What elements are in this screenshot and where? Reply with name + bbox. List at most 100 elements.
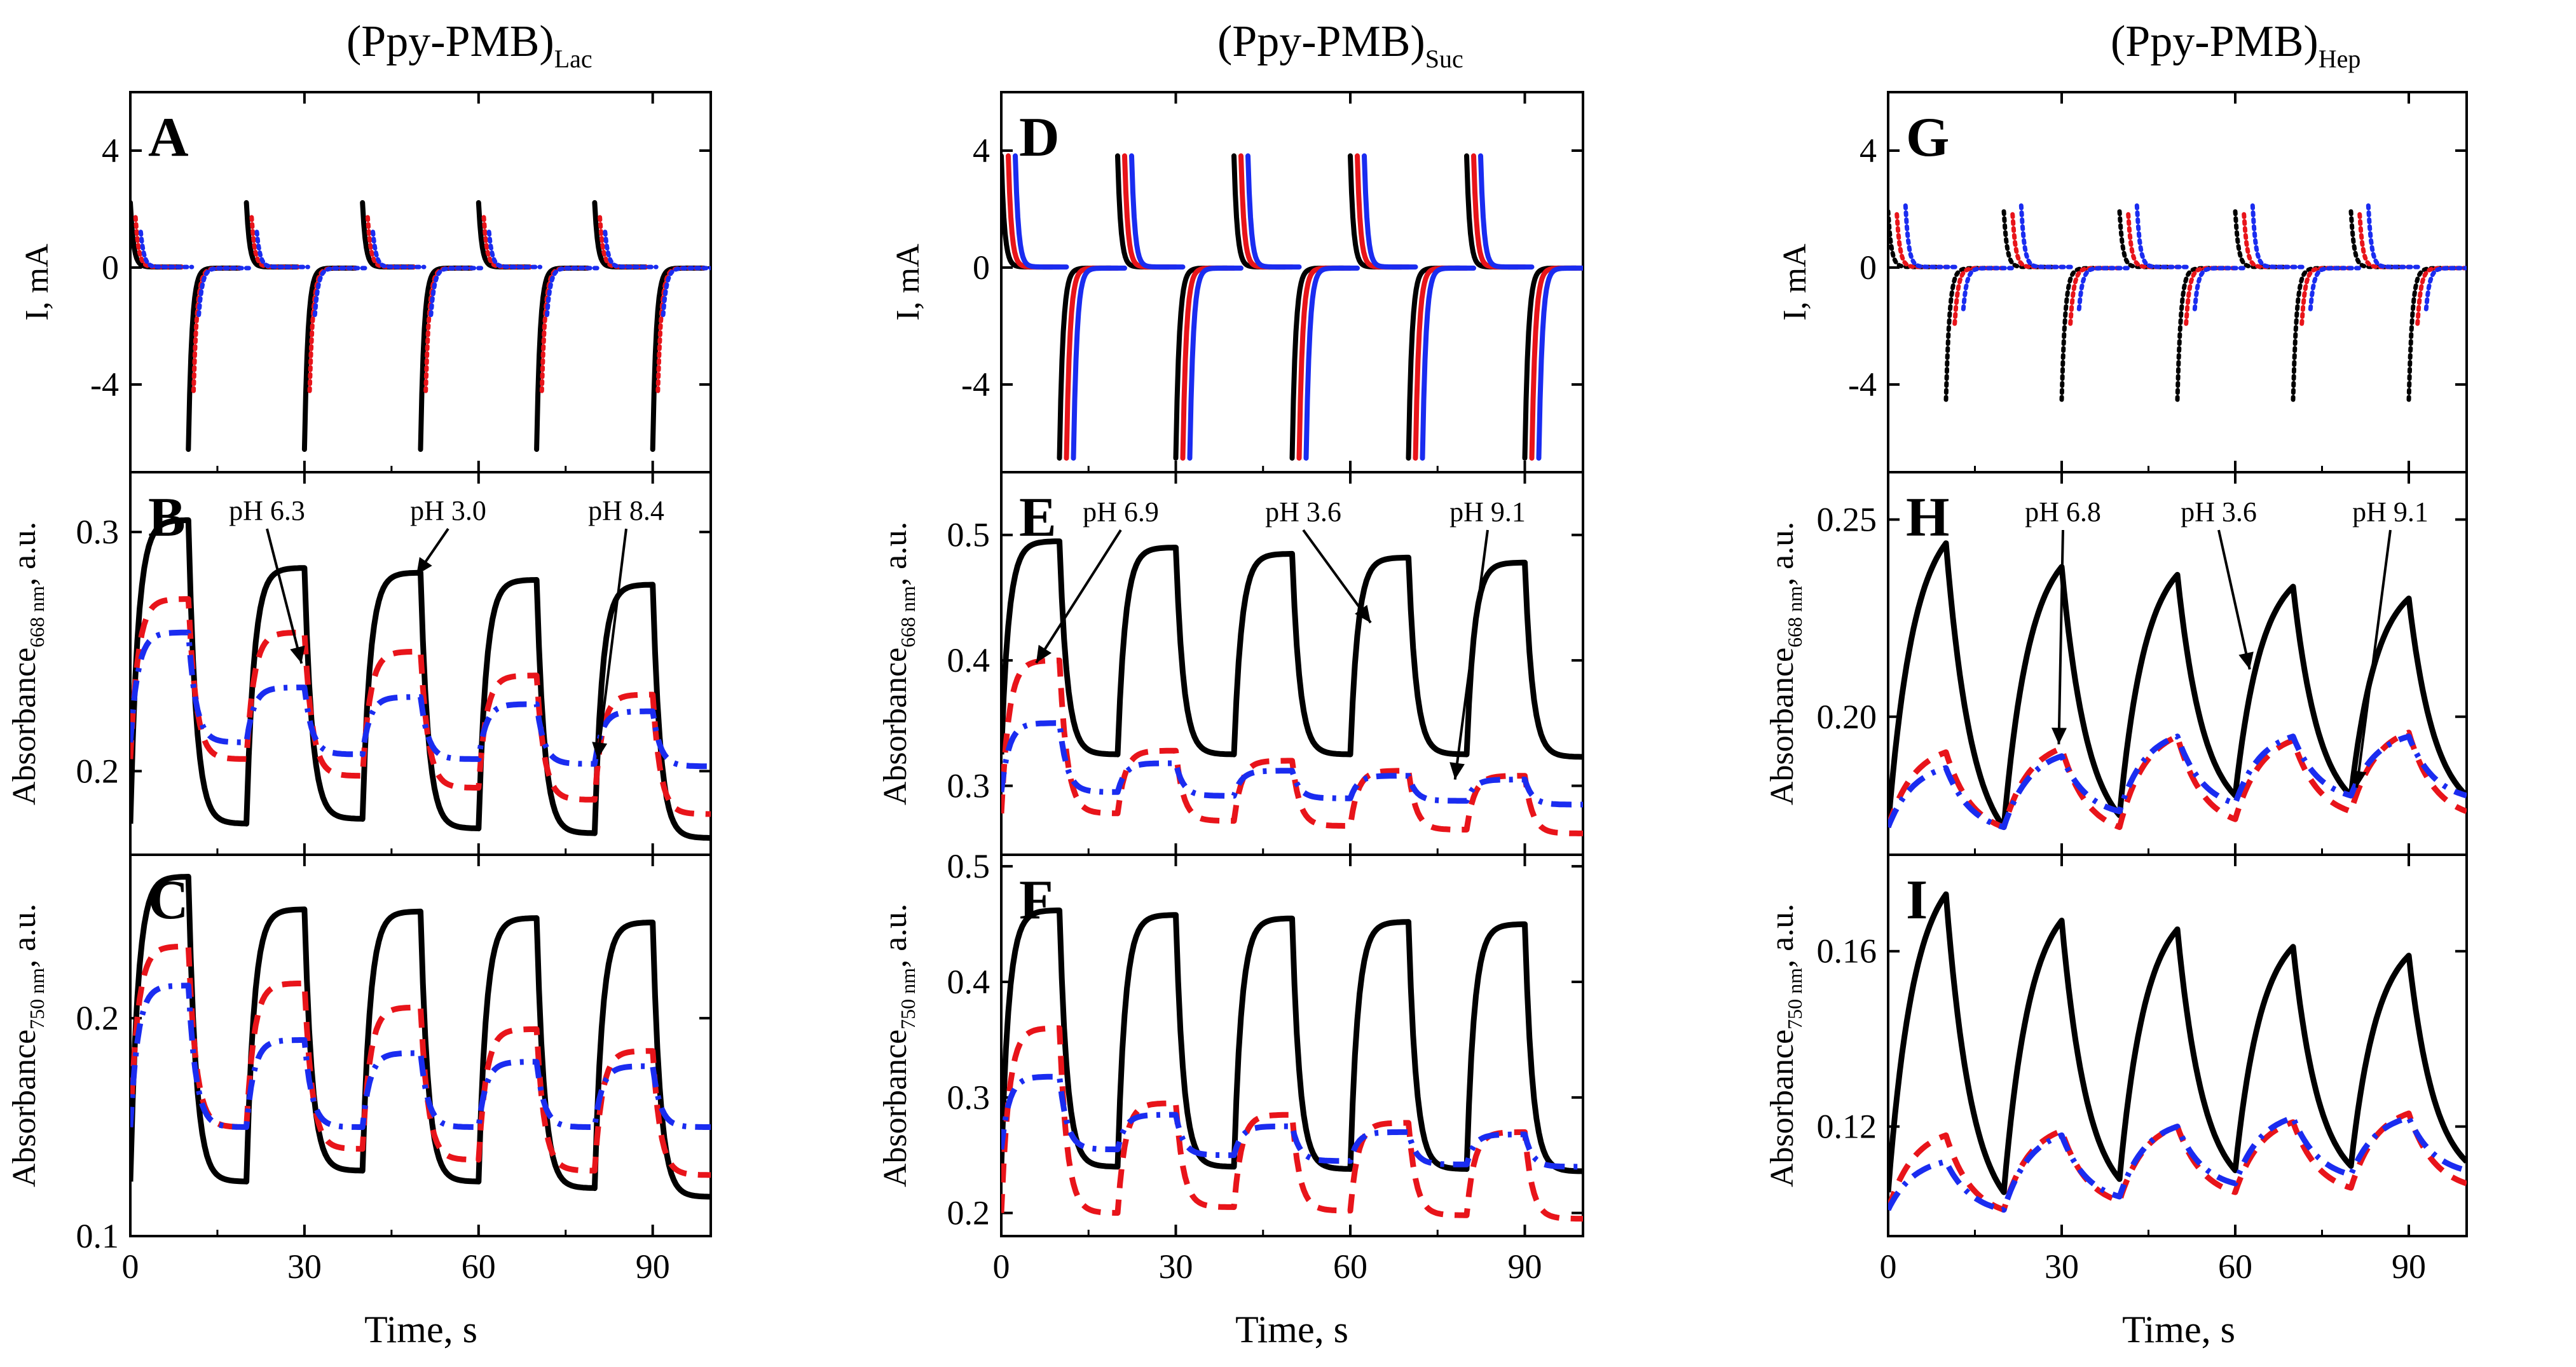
y-axis-label: Absorbance668 nm, a.u.	[1764, 522, 1806, 805]
annotation-arrow	[596, 528, 627, 759]
series-black	[130, 517, 711, 841]
series-blue-segment	[2250, 203, 2306, 269]
annotation-arrowhead	[290, 645, 305, 663]
series-blue-segment	[312, 266, 369, 317]
series-black-segment	[2175, 266, 2231, 402]
y-tick-label: 4	[973, 132, 990, 170]
series-black	[130, 874, 711, 1200]
series-red	[1001, 1025, 1583, 1222]
y-tick-label: 4	[1860, 132, 1877, 170]
series-blue-segment	[371, 229, 427, 269]
x-tick-label: 60	[462, 1248, 496, 1286]
ph-annotation: pH 3.0	[410, 495, 486, 526]
series-blue-segment	[1478, 153, 1535, 270]
y-tick-label: 0.2	[76, 999, 120, 1037]
annotation-arrowhead	[1355, 604, 1371, 623]
y-axis-label: I, mA	[1777, 243, 1813, 321]
series-red	[130, 943, 711, 1178]
series-blue-segment	[138, 229, 195, 269]
y-tick-label: 0.20	[1817, 698, 1877, 736]
x-tick-label: 0	[122, 1248, 139, 1286]
series-blue-segment	[254, 229, 310, 269]
series-blue	[1888, 1115, 2467, 1213]
series-blue-segment	[2018, 203, 2074, 269]
ph-annotation: pH 3.6	[2181, 496, 2257, 527]
y-tick-label: -4	[1848, 365, 1877, 404]
series-black	[1888, 540, 2467, 831]
panel-F: 0 30 60 90 0.2 0.3 0.4 0.5 Absorbance750 nm, a.u…	[877, 847, 1584, 1286]
series-blue-segment	[1362, 153, 1418, 270]
series-blue-segment	[196, 266, 252, 317]
y-tick-label: 0.12	[1817, 1108, 1877, 1146]
panel-letter: A	[148, 107, 189, 168]
annotation-arrow	[2057, 529, 2064, 745]
series-blue-segment	[2134, 203, 2190, 269]
series-red	[130, 596, 711, 817]
x-tick-label: 60	[2218, 1248, 2252, 1286]
ph-annotation: pH 6.8	[2025, 496, 2101, 527]
y-axis-label: Absorbance668 nm, a.u.	[6, 522, 48, 805]
ph-annotation: pH 9.1	[2352, 496, 2429, 527]
series-blue-segment	[1245, 153, 1302, 270]
x-tick-label: 90	[636, 1248, 670, 1286]
column-title-suc: (Ppy-PMB)Suc	[1217, 17, 1463, 73]
panel-letter: G	[1906, 107, 1949, 168]
y-tick-label: 0.3	[947, 1078, 990, 1117]
panel-H: 0.20 0.25 Absorbance668 nm, a.u. H pH 6.8 pH …	[1764, 471, 2468, 856]
ph-annotation: pH 6.3	[229, 495, 305, 526]
series-red-segment	[2068, 266, 2124, 326]
panel-frame	[129, 854, 712, 1237]
series-blue-segment	[661, 266, 711, 317]
series-blue-segment	[603, 229, 659, 269]
x-tick-label: 60	[1333, 1248, 1367, 1286]
y-tick-label: 0.4	[947, 963, 990, 1001]
y-tick-label: -4	[90, 365, 119, 404]
y-tick-label: 4	[102, 132, 119, 170]
series-blue	[1001, 1073, 1583, 1170]
panel-frame	[1000, 854, 1584, 1237]
series-blue-segment	[1536, 265, 1583, 461]
y-tick-label: -4	[961, 365, 990, 404]
series-blue-segment	[2366, 203, 2422, 269]
series-blue-segment	[428, 266, 484, 317]
series-blue-segment	[1129, 153, 1186, 270]
x-tick-label: 90	[1508, 1248, 1542, 1286]
panel-G: -4 0 4 I, mA G	[1777, 91, 2468, 473]
series-blue	[1888, 733, 2467, 831]
series-black-segment	[2406, 266, 2462, 402]
annotation-arrow	[2217, 529, 2251, 670]
series-blue-segment	[1013, 153, 1069, 270]
y-tick-label: 0	[102, 248, 119, 287]
panel-I: 0 30 60 90 0.12 0.16 Absorbance750 nm, a.u. I	[1764, 854, 2468, 1286]
y-axis-label: Absorbance668 nm, a.u.	[877, 522, 919, 805]
series-red	[1001, 657, 1583, 836]
series-blue	[1001, 720, 1583, 808]
y-tick-label: 0.4	[947, 641, 990, 679]
annotation-arrowhead	[592, 742, 608, 759]
y-tick-label: 0	[1860, 248, 1877, 287]
column-title-hep: (Ppy-PMB)Hep	[2111, 17, 2360, 73]
series-black-segment	[1943, 266, 1999, 402]
ph-annotation: pH 3.6	[1265, 496, 1341, 527]
series-blue-segment	[2192, 266, 2248, 311]
annotation-arrowhead	[2051, 727, 2067, 745]
y-axis-label: I, mA	[890, 243, 926, 321]
panel-letter: E	[1019, 487, 1057, 548]
y-tick-label: 0.3	[76, 513, 120, 551]
x-tick-label: 30	[287, 1248, 322, 1286]
series-red-segment	[1952, 266, 2008, 326]
series-black	[1888, 891, 2467, 1195]
y-tick-label: 0.5	[947, 516, 990, 554]
panel-letter: I	[1906, 869, 1928, 931]
ph-annotation: pH 9.1	[1449, 496, 1526, 527]
annotation-arrowhead	[2238, 651, 2254, 670]
series-blue-segment	[1961, 266, 2017, 311]
series-blue-segment	[2423, 266, 2467, 311]
series-black-segment	[2291, 266, 2346, 402]
y-tick-label: 0.2	[76, 752, 120, 790]
annotation-arrow	[266, 528, 303, 664]
y-axis-label: I, mA	[19, 243, 55, 321]
annotation-arrowhead	[1449, 762, 1465, 780]
